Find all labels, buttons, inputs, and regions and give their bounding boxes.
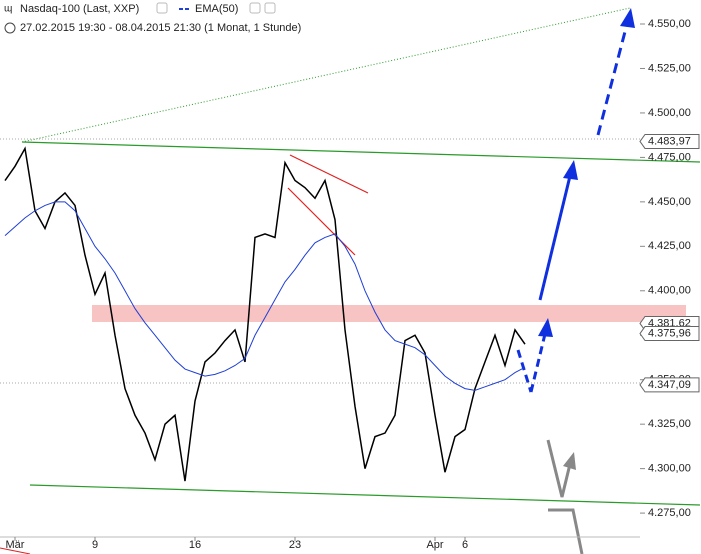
ema-line	[4, 201, 526, 391]
arrow	[548, 508, 584, 554]
price-label-box	[639, 326, 700, 342]
channel-lower	[29, 484, 701, 506]
y-tick-label: 4.550,00	[648, 18, 691, 30]
red-line	[0, 547, 31, 554]
price-label: 4.375,96	[648, 327, 691, 339]
y-tick-label: 4.275,00	[648, 507, 691, 519]
x-tick-label: 16	[189, 539, 201, 551]
drawings	[0, 7, 701, 554]
header: ɰ Nasdaq-100 (Last, XXP) EMA(50) 27.02.2…	[4, 2, 301, 34]
bars-icon: ɰ	[4, 4, 12, 15]
ema-legend: EMA(50)	[195, 3, 238, 15]
y-tick-label: 4.450,00	[648, 196, 691, 208]
x-tick-label: Mär	[6, 539, 25, 551]
price-label: 4.347,09	[648, 379, 691, 391]
x-tick-label: 23	[289, 539, 301, 551]
settings-icon[interactable]	[156, 2, 168, 14]
price-label-box	[639, 133, 700, 149]
y-tick-label: 4.500,00	[648, 107, 691, 119]
arrow-head	[538, 318, 553, 337]
clock-icon	[4, 22, 16, 34]
arrow-head	[620, 8, 635, 28]
y-tick-label: 4.325,00	[648, 418, 691, 430]
price-label-box	[639, 377, 700, 393]
arrow	[516, 349, 533, 393]
close-icon[interactable]	[264, 2, 276, 14]
price-label: 4.483,97	[648, 135, 691, 147]
x-tick-label: 6	[462, 539, 468, 551]
y-tick-label: 4.300,00	[648, 463, 691, 475]
price-line	[4, 146, 526, 482]
y-tick-label: 4.475,00	[648, 151, 691, 163]
arrow	[538, 175, 572, 301]
y-tick-label: 4.400,00	[648, 285, 691, 297]
red-line	[289, 154, 369, 194]
red-line	[287, 187, 356, 256]
instrument-title: Nasdaq-100 (Last, XXP)	[20, 3, 139, 15]
arrow	[546, 439, 572, 498]
settings-icon[interactable]	[249, 2, 261, 14]
arrow-head	[563, 452, 576, 470]
resistance-zone	[92, 305, 686, 322]
channel-upper	[21, 141, 701, 163]
arrow	[596, 23, 629, 136]
arrow	[529, 333, 547, 393]
y-tick-label: 4.425,00	[648, 240, 691, 252]
arrow-head	[563, 160, 578, 180]
x-tick-label: 9	[92, 539, 98, 551]
y-tick-label: 4.525,00	[648, 62, 691, 74]
x-tick-label: Apr	[426, 539, 443, 551]
subtitle: 27.02.2015 19:30 - 08.04.2015 21:30 (1 M…	[20, 22, 301, 34]
